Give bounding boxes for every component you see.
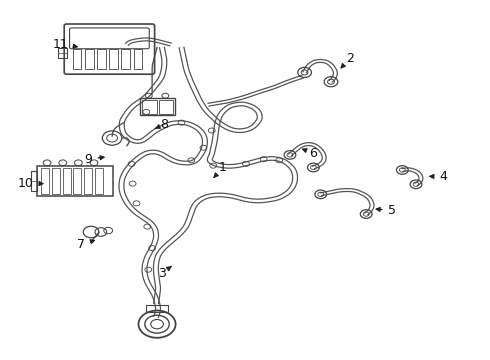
Bar — [140, 98, 175, 116]
Text: 6: 6 — [303, 147, 318, 159]
Text: 1: 1 — [214, 161, 227, 177]
Text: 8: 8 — [155, 118, 169, 131]
Bar — [109, 49, 118, 69]
Text: 11: 11 — [52, 38, 77, 51]
Text: 5: 5 — [376, 204, 395, 217]
Bar — [41, 168, 49, 194]
Bar — [85, 49, 94, 69]
Text: 3: 3 — [158, 266, 171, 280]
Bar — [142, 100, 157, 114]
Bar — [63, 168, 71, 194]
Bar — [84, 168, 92, 194]
Text: 4: 4 — [430, 170, 447, 183]
Bar — [37, 166, 113, 196]
Bar — [122, 49, 130, 69]
Text: 10: 10 — [18, 177, 43, 190]
Bar — [159, 100, 173, 114]
Text: 7: 7 — [77, 238, 95, 251]
Text: 9: 9 — [85, 153, 104, 166]
Bar — [95, 168, 103, 194]
Text: 2: 2 — [341, 51, 354, 68]
Bar — [147, 305, 168, 312]
Bar — [134, 49, 143, 69]
Bar — [31, 171, 37, 191]
Bar — [97, 49, 106, 69]
Bar — [58, 48, 67, 58]
Bar — [52, 168, 60, 194]
Bar — [74, 168, 81, 194]
Bar — [73, 49, 81, 69]
